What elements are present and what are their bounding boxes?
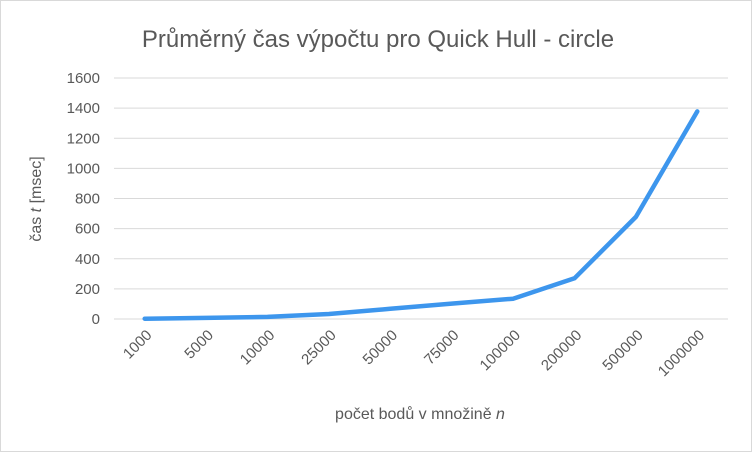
y-tick-label: 1600 xyxy=(67,70,100,87)
y-tick-label: 1200 xyxy=(67,130,100,147)
y-axis-title-text: čas xyxy=(28,212,45,241)
x-tick-label: 1000000 xyxy=(655,327,708,380)
y-axis-title-variable: t xyxy=(28,207,45,212)
gridlines xyxy=(114,77,728,320)
x-tick-label: 1000 xyxy=(120,327,156,363)
y-tick-label: 1400 xyxy=(67,100,100,117)
y-tick-label: 1000 xyxy=(67,160,100,177)
series-line-0 xyxy=(142,109,700,321)
x-tick-label: 200000 xyxy=(538,327,585,374)
y-tick-labels: 0 200 400 600 800 1000 1200 1400 1600 xyxy=(67,70,100,328)
y-axis-title: čas t [msec] xyxy=(28,156,45,241)
x-tick-label: 25000 xyxy=(298,327,340,369)
x-axis-title-variable: n xyxy=(496,406,505,423)
x-axis-title-text: počet bodů v množině xyxy=(335,405,496,423)
x-tick-label: 75000 xyxy=(421,327,463,369)
x-tick-label: 100000 xyxy=(477,327,524,374)
y-axis-title-unit: [msec] xyxy=(28,156,45,208)
x-tick-labels: 1000 5000 10000 25000 50000 75000 100000 200000… xyxy=(120,327,708,380)
y-tick-label: 0 xyxy=(92,311,100,328)
x-axis-title: počet bodů v množině n xyxy=(335,405,505,423)
x-tick-label: 500000 xyxy=(599,327,646,374)
y-tick-label: 400 xyxy=(75,251,100,268)
chart-title: Průměrný čas výpočtu pro Quick Hull - ci… xyxy=(142,26,614,53)
x-tick-label: 5000 xyxy=(181,327,217,363)
x-tick-label: 50000 xyxy=(360,327,402,369)
y-tick-label: 800 xyxy=(75,191,100,208)
x-tick-label: 10000 xyxy=(237,327,279,369)
y-tick-label: 600 xyxy=(75,221,100,238)
y-tick-label: 200 xyxy=(75,281,100,298)
series-group xyxy=(142,109,700,321)
